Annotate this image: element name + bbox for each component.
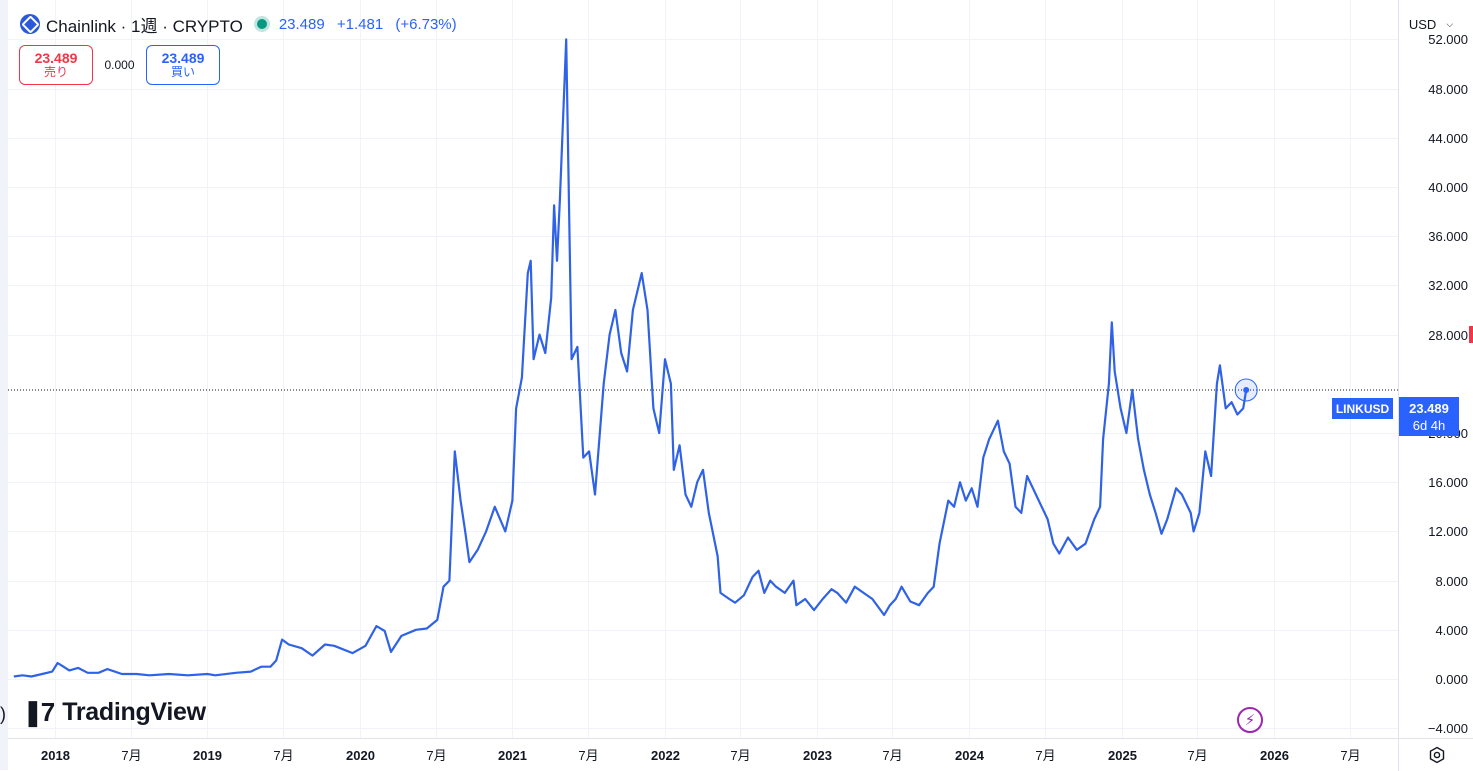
price-tick-label: 8.000 bbox=[1435, 574, 1468, 589]
chart-plot-area[interactable] bbox=[8, 0, 1398, 738]
time-tick-label: 2023 bbox=[803, 748, 832, 763]
sell-button[interactable]: 23.489 売り bbox=[19, 45, 93, 85]
time-tick-label: 2019 bbox=[193, 748, 222, 763]
tradingview-wordmark: TradingView bbox=[62, 698, 206, 726]
price-tick-label: 16.000 bbox=[1428, 475, 1468, 490]
change-value: +1.481 bbox=[336, 15, 384, 33]
time-axis-ticks: 2018 7月 2019 7月 2020 7月 2021 7月 2022 7月 2023 7月 2024… bbox=[41, 748, 1361, 763]
time-axis[interactable]: 2018 7月 2019 7月 2020 7月 2021 7月 2022 7月 2023 7月 2024… bbox=[8, 738, 1398, 771]
settings-icon bbox=[1429, 746, 1444, 764]
buy-button[interactable]: 23.489 買い bbox=[146, 45, 220, 85]
time-tick-label: 2026 bbox=[1260, 748, 1289, 763]
sell-price: 23.489 bbox=[34, 50, 78, 67]
price-tick-label: 44.000 bbox=[1428, 131, 1468, 146]
market-status-icon bbox=[256, 19, 267, 29]
time-tick-label: 2018 bbox=[41, 748, 70, 763]
price-tick-label: 4.000 bbox=[1435, 623, 1468, 638]
price-tick-label: 52.000 bbox=[1428, 32, 1468, 47]
change-percent: (+6.73%) bbox=[395, 15, 457, 33]
last-price-axis-label: 23.489 6d 4h bbox=[1399, 397, 1459, 436]
tradingview-mark-icon: ❚7 bbox=[22, 697, 55, 727]
time-tick-label: 7月 bbox=[578, 748, 598, 763]
symbol-price-label: LINKUSD bbox=[1332, 398, 1393, 419]
price-axis-ticks: −4.0000.0004.0008.00012.00016.00020.0002… bbox=[1428, 32, 1468, 736]
lightning-icon[interactable]: ⚡ bbox=[1237, 707, 1263, 733]
bar-countdown: 6d 4h bbox=[1412, 417, 1446, 433]
grid bbox=[8, 0, 1398, 738]
price-axis[interactable]: −4.0000.0004.0008.00012.00016.00020.0002… bbox=[1398, 0, 1473, 738]
alert-marker bbox=[1469, 326, 1473, 343]
time-tick-label: 2021 bbox=[498, 748, 527, 763]
spread-value: 0.000 bbox=[104, 58, 135, 72]
price-tick-label: −4.000 bbox=[1428, 721, 1468, 736]
time-tick-label: 2024 bbox=[955, 748, 985, 763]
currency-label: USD bbox=[1408, 16, 1437, 32]
time-tick-label: 7月 bbox=[1187, 748, 1207, 763]
price-tick-label: 40.000 bbox=[1428, 180, 1468, 195]
time-tick-label: 7月 bbox=[1340, 748, 1360, 763]
trade-buttons: 23.489 売り 0.000 23.489 買い bbox=[19, 45, 220, 85]
price-tick-label: 36.000 bbox=[1428, 229, 1468, 244]
tradingview-logo[interactable]: ❚7 TradingView bbox=[22, 697, 206, 728]
symbol-legend[interactable]: Chainlink · 1週 · CRYPTO 23.489 +1.481 (+… bbox=[20, 12, 465, 36]
time-tick-label: 7月 bbox=[1035, 748, 1055, 763]
symbol-title: Chainlink · 1週 · CRYPTO bbox=[46, 16, 243, 36]
time-tick-label: 7月 bbox=[273, 748, 293, 763]
time-tick-label: 2020 bbox=[346, 748, 375, 763]
left-toolbar-edge bbox=[0, 0, 8, 770]
time-tick-label: 7月 bbox=[121, 748, 141, 763]
price-tick-label: 48.000 bbox=[1428, 82, 1468, 97]
price-tick-label: 32.000 bbox=[1428, 278, 1468, 293]
toolbar-edge-icon: ) bbox=[0, 704, 6, 724]
time-tick-label: 7月 bbox=[882, 748, 902, 763]
axis-last-price: 23.489 bbox=[1409, 400, 1449, 416]
last-price-point bbox=[1243, 387, 1250, 393]
price-tick-label: 0.000 bbox=[1435, 672, 1468, 687]
chainlink-logo-icon bbox=[20, 14, 40, 34]
time-tick-label: 7月 bbox=[730, 748, 750, 763]
price-tick-label: 12.000 bbox=[1428, 524, 1468, 539]
currency-select[interactable]: USD ⌵ bbox=[1403, 10, 1459, 38]
price-tick-label: 28.000 bbox=[1428, 328, 1468, 343]
buy-price: 23.489 bbox=[161, 50, 205, 67]
time-tick-label: 2025 bbox=[1108, 748, 1137, 763]
price-series-line bbox=[13, 38, 1248, 678]
time-tick-label: 2022 bbox=[651, 748, 680, 763]
time-tick-label: 7月 bbox=[426, 748, 446, 763]
last-price-value: 23.489 bbox=[278, 15, 325, 33]
chevron-down-icon: ⌵ bbox=[1446, 18, 1454, 29]
sell-label: 売り bbox=[43, 65, 68, 80]
buy-label: 買い bbox=[170, 65, 195, 80]
chart-settings-button[interactable] bbox=[1398, 738, 1473, 771]
